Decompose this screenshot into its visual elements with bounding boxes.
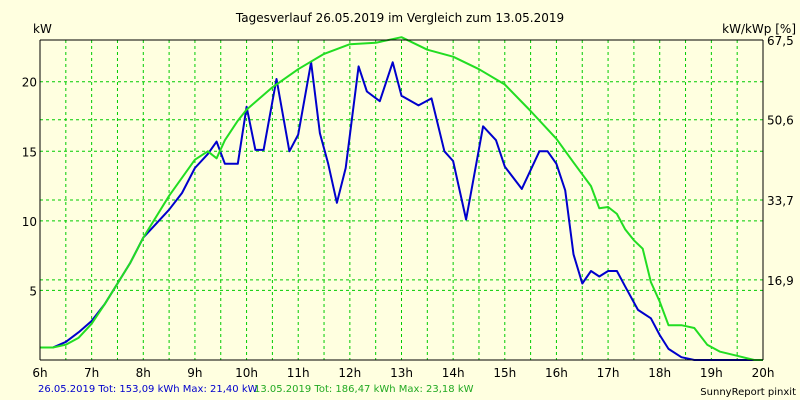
- legend-series-2: 13.05.2019 Tot: 186,47 kWh Max: 23,18 kW: [254, 384, 474, 395]
- y-tick-label-left: 15: [22, 145, 37, 159]
- y-tick-label-left: 10: [22, 215, 37, 229]
- x-tick-label: 7h: [84, 366, 99, 380]
- legend-series-1: 26.05.2019 Tot: 153,09 kWh Max: 21,40 kW: [38, 384, 258, 395]
- x-tick-label: 16h: [545, 366, 568, 380]
- series-line-1: [40, 61, 763, 361]
- x-tick-label: 14h: [442, 366, 465, 380]
- x-tick-label: 6h: [32, 366, 47, 380]
- y-tick-label-right: 67,5: [767, 34, 794, 48]
- y-tick-label-left: 20: [22, 76, 37, 90]
- x-tick-label: 10h: [235, 366, 258, 380]
- x-tick-label: 15h: [493, 366, 516, 380]
- x-tick-label: 18h: [648, 366, 671, 380]
- y-tick-label-right: 50,6: [767, 114, 794, 128]
- x-tick-label: 11h: [287, 366, 310, 380]
- y-tick-label-left: 5: [29, 284, 37, 298]
- y-tick-label-right: 33,7: [767, 194, 794, 208]
- y-tick-label-right: 16,9: [767, 274, 794, 288]
- x-tick-label: 20h: [752, 366, 775, 380]
- x-tick-label: 12h: [338, 366, 361, 380]
- x-tick-label: 9h: [187, 366, 202, 380]
- x-tick-label: 13h: [390, 366, 413, 380]
- series-group: [40, 36, 763, 361]
- brand-label: SunnyReport pinxit: [700, 387, 796, 398]
- right-axis-unit: kW/kWp [%]: [722, 22, 796, 36]
- series-line-2: [40, 36, 763, 361]
- x-tick-label: 17h: [597, 366, 620, 380]
- x-tick-label: 8h: [136, 366, 151, 380]
- grid: [39, 39, 764, 360]
- x-tick-label: 19h: [700, 366, 723, 380]
- ticks: 6h 7h 8h 9h 10h 11h 12h 13h 14h 15h 16h 17h 18h 19h 20…: [22, 34, 794, 380]
- chart-title: Tagesverlauf 26.05.2019 im Vergleich zum…: [235, 11, 564, 25]
- left-axis-unit: kW: [33, 22, 52, 36]
- axes: [39, 39, 764, 361]
